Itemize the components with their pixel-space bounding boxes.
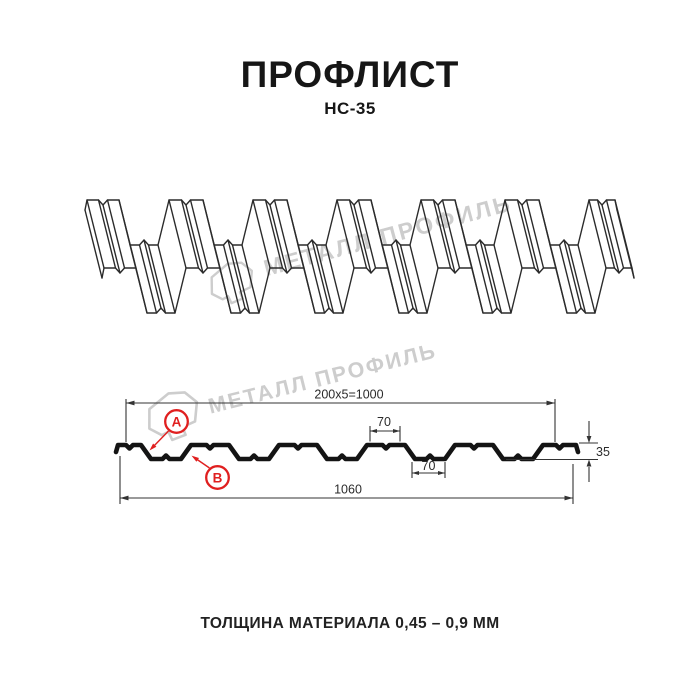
sheet-fold-edge bbox=[577, 244, 596, 314]
sheet-fold-edge bbox=[252, 199, 271, 269]
page-title: ПРОФЛИСТ bbox=[240, 54, 460, 95]
arrowhead bbox=[546, 400, 555, 406]
watermark-brand-text: МЕТАЛЛ ПРОФИЛЬ bbox=[206, 339, 439, 419]
profile-cross-section-outline bbox=[113, 442, 581, 462]
dim-crest-width-text: 70 bbox=[377, 415, 391, 429]
metall-profil-logo-icon bbox=[148, 391, 199, 442]
sheet-fold-edge bbox=[325, 244, 344, 314]
sheet-fold-edge bbox=[420, 199, 439, 269]
sheet-fold-edge bbox=[185, 204, 204, 274]
sheet-fold-edge bbox=[336, 199, 355, 269]
sheet-fold-edge bbox=[147, 244, 167, 314]
arrowhead bbox=[412, 471, 419, 475]
arrowhead bbox=[564, 495, 573, 501]
sheet-fold-edge bbox=[616, 209, 635, 279]
sheet-fold-edge bbox=[441, 199, 461, 269]
dimension-arrowheads bbox=[120, 400, 592, 501]
sheet-fold-edge bbox=[269, 204, 288, 274]
arrowhead bbox=[586, 436, 592, 443]
callout-b-circle bbox=[205, 465, 230, 490]
dim-module-text: 200x5=1000 bbox=[314, 388, 383, 402]
callout-labels: A B bbox=[149, 409, 230, 490]
dimension-texts: 200x5=1000 70 70 35 1060 bbox=[314, 388, 610, 497]
sheet-fold-edge bbox=[521, 204, 540, 274]
sheet-fold-edge bbox=[588, 199, 607, 269]
sheet-fold-edge bbox=[353, 204, 372, 274]
sheet-fold-edge bbox=[483, 244, 503, 314]
sheet-fold-edge bbox=[357, 199, 377, 269]
sheet-fold-edge bbox=[138, 244, 158, 314]
dim-full-width-text: 1060 bbox=[334, 483, 362, 497]
arrowhead bbox=[120, 495, 129, 501]
callout-a-letter: A bbox=[172, 415, 182, 430]
sheet-fold-edge bbox=[596, 199, 616, 269]
sheet-fold-edge bbox=[157, 244, 176, 314]
sheet-fold-edge bbox=[432, 199, 452, 269]
sheet-fold-edge bbox=[493, 244, 512, 314]
sheet-fold-edge bbox=[567, 244, 587, 314]
sheet-fold-edge bbox=[143, 239, 162, 309]
callout-b-letter: B bbox=[213, 471, 223, 486]
sheet-far-edge bbox=[84, 199, 618, 246]
arrowhead bbox=[586, 459, 592, 467]
metall-profil-logo-icon bbox=[210, 261, 254, 305]
sheet-fold-edge bbox=[315, 244, 335, 314]
sheet-fold-edge bbox=[558, 244, 578, 314]
dim-height-text: 35 bbox=[596, 445, 610, 459]
arrowhead bbox=[126, 400, 135, 406]
sheet-fold-edge bbox=[395, 239, 414, 309]
sheet-fold-edge bbox=[106, 199, 126, 269]
sheet-fold-edge bbox=[605, 199, 625, 269]
arrowhead bbox=[393, 429, 400, 433]
sheet-fold-edge bbox=[84, 209, 103, 279]
sheet-fold-edge bbox=[311, 239, 330, 309]
sheet-fold-edge bbox=[348, 199, 368, 269]
sheet-fold-edge bbox=[601, 204, 620, 274]
sheet-fold-edge bbox=[479, 239, 498, 309]
sheet-fold-edge bbox=[231, 244, 251, 314]
sheet-fold-edge bbox=[86, 199, 105, 269]
sheet-fold-edge bbox=[437, 204, 456, 274]
sheet-fold-edge bbox=[227, 239, 246, 309]
sheet-fold-edge bbox=[241, 244, 260, 314]
sheet-fold-edge bbox=[102, 204, 121, 274]
sheet-fold-edge bbox=[306, 244, 326, 314]
sheet-fold-edge bbox=[273, 199, 293, 269]
sheet-fold-edge bbox=[264, 199, 284, 269]
sheet-fold-edge bbox=[525, 199, 545, 269]
profile-3d-view bbox=[84, 199, 635, 314]
arrowhead bbox=[370, 429, 377, 433]
sheet-fold-edge bbox=[504, 199, 523, 269]
sheet-fold-edge bbox=[168, 199, 187, 269]
callout-a-arrowhead-icon bbox=[149, 443, 157, 451]
profile-model-subtitle: НС-35 bbox=[324, 99, 376, 118]
sheet-fold-edge bbox=[97, 199, 117, 269]
callout-a-circle bbox=[164, 409, 189, 434]
sheet-fold-edge bbox=[180, 199, 200, 269]
sheet-fold-edge bbox=[390, 244, 410, 314]
callout-b-arrowhead-icon bbox=[191, 455, 199, 462]
sheet-near-edge bbox=[101, 267, 635, 314]
arrowhead bbox=[438, 471, 445, 475]
sheet-fold-edge bbox=[516, 199, 536, 269]
sheet-fold-edge bbox=[563, 239, 582, 309]
sheet-fold-edge bbox=[474, 244, 494, 314]
sheet-fold-edge bbox=[222, 244, 242, 314]
dim-valley-width-text: 70 bbox=[422, 459, 436, 473]
sheet-fold-edge bbox=[409, 244, 428, 314]
dimension-lines bbox=[119, 399, 598, 504]
sheet-fold-edge bbox=[399, 244, 419, 314]
sheet-fold-edge bbox=[189, 199, 209, 269]
material-thickness-note: ТОЛЩИНА МАТЕРИАЛА 0,45 – 0,9 ММ bbox=[200, 615, 500, 632]
